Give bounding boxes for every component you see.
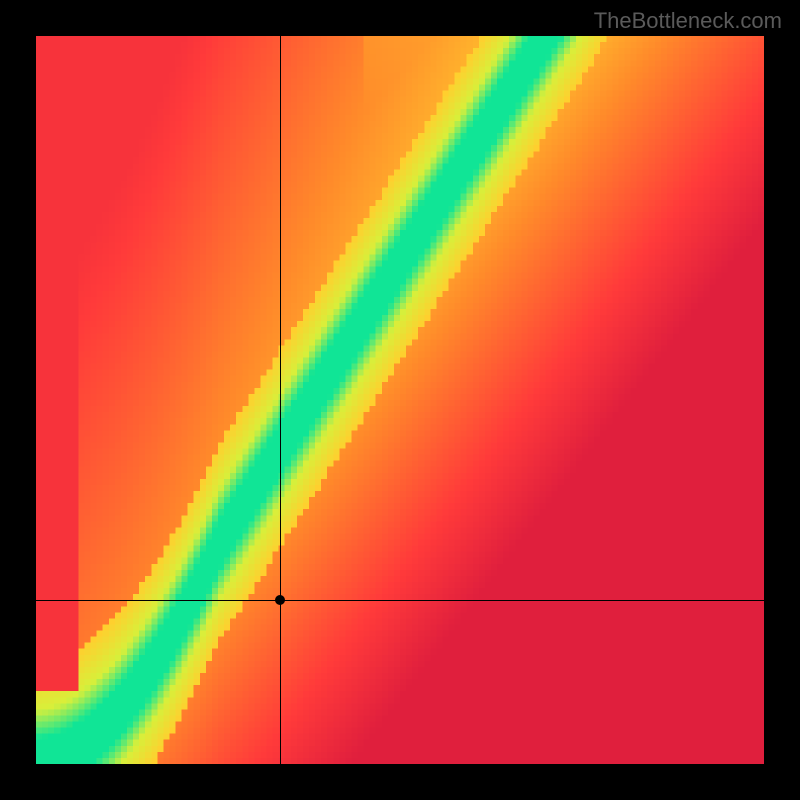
- crosshair-marker: [275, 595, 285, 605]
- plot-area: [36, 36, 764, 764]
- crosshair-horizontal: [36, 600, 764, 601]
- crosshair-vertical: [280, 36, 281, 764]
- watermark-text: TheBottleneck.com: [594, 8, 782, 34]
- heatmap-canvas: [36, 36, 764, 764]
